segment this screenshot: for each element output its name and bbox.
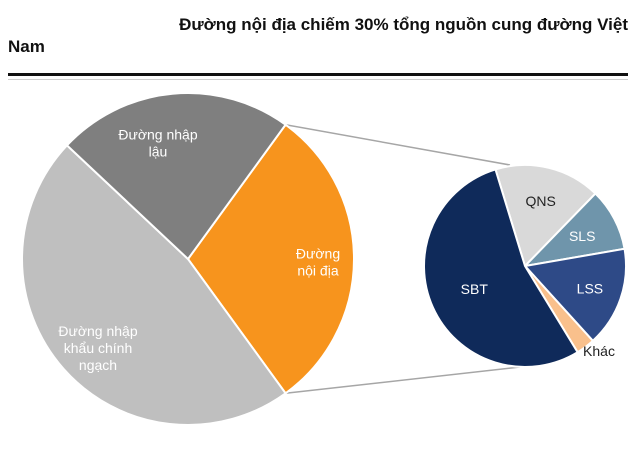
connector-line-1: [285, 366, 521, 395]
small-pie-slice-label-4: SBT: [461, 281, 489, 297]
connector-lines: [285, 123, 521, 395]
big-pie-slice-1: [21, 143, 287, 426]
big-pie-slice-label-1: Đường nhập khẩu chính ngạch: [58, 323, 137, 373]
chart-title: Đường nội địa chiếm 30% tổng nguồn cung …: [179, 15, 628, 34]
small-pie-slice-label-0: QNS: [526, 193, 556, 209]
small-pie-slice-label-3: Khác: [583, 343, 615, 359]
small-pie-slice-4: [423, 168, 579, 368]
connector-line-0: [285, 123, 511, 166]
big-pie-slice-label-2: Đường nhập lậu: [118, 127, 197, 160]
small-pie-slice-label-1: SLS: [569, 228, 595, 244]
small-pie-slice-2: [523, 247, 627, 343]
small-pie-slice-label-2: LSS: [577, 280, 603, 296]
big-pie-slice-2: [65, 92, 287, 261]
title-rule: [8, 73, 628, 76]
big-pie-slice-label-0: Đường nội địa: [296, 246, 340, 279]
title-rule-thin: [8, 79, 628, 80]
small-pie: QNS SLS LSS Khác SBT: [423, 164, 627, 368]
big-pie-slice-0: [186, 123, 356, 395]
big-pie: Đường nội địa Đường nhập khẩu chính ngạch Đườ…: [21, 92, 356, 426]
small-pie-slice-0: [494, 164, 597, 268]
chart-title-line2: Nam: [8, 37, 45, 56]
